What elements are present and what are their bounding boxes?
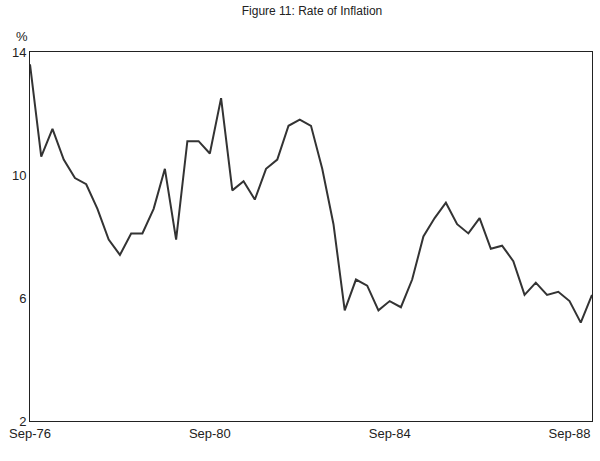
svg-text:Sep-84: Sep-84 — [369, 426, 411, 441]
svg-text:10: 10 — [12, 168, 26, 183]
svg-text:Sep-76: Sep-76 — [9, 426, 51, 441]
svg-text:14: 14 — [12, 45, 26, 60]
svg-text:%: % — [16, 29, 28, 44]
svg-text:Sep-80: Sep-80 — [189, 426, 231, 441]
svg-text:Sep-88: Sep-88 — [549, 426, 591, 441]
svg-text:Figure 11: Rate of Inflation: Figure 11: Rate of Inflation — [242, 4, 383, 18]
svg-text:2: 2 — [19, 414, 26, 429]
svg-text:6: 6 — [19, 291, 26, 306]
